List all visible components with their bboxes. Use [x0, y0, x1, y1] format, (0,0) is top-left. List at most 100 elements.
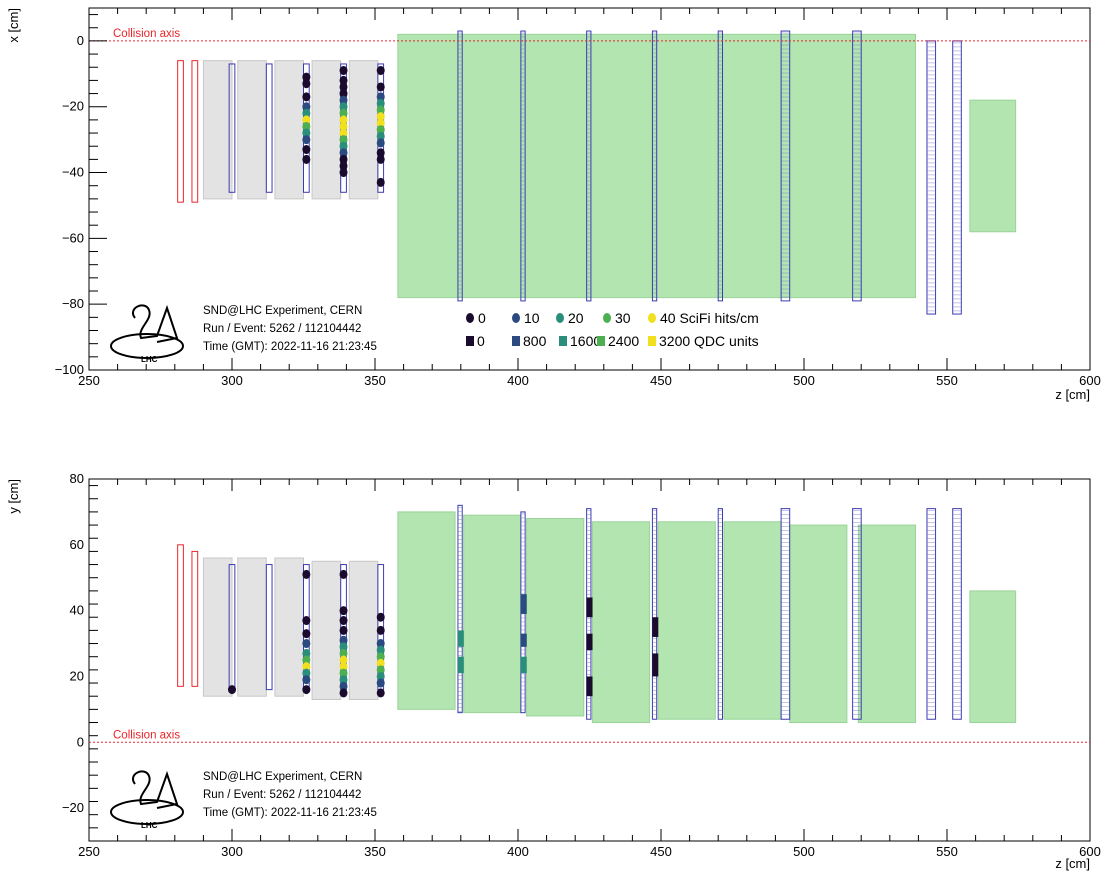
detector-us: [724, 522, 781, 719]
y-axis-title: y [cm]: [6, 479, 21, 514]
y-tick-label: 80: [70, 471, 84, 486]
scifi-hit: [302, 145, 310, 154]
x-tick-label: 450: [650, 844, 672, 859]
qdc-bar: [521, 634, 527, 647]
y-tick-label: −100: [55, 362, 84, 377]
yz-view-panel: Collision axis250 300 350 400 450 500 550 600−2…: [6, 471, 1101, 871]
scifi-hit: [340, 606, 348, 615]
scifi-hit: [302, 155, 310, 164]
qdc-bar: [587, 634, 593, 650]
logo-text: LHC: [141, 355, 158, 364]
x-tick-label: 500: [793, 373, 815, 388]
logo-text: LHC: [141, 821, 158, 830]
x-tick-label: 300: [221, 844, 243, 859]
event-info-line: Run / Event: 5262 / 112104442: [203, 323, 361, 335]
x-tick-label: 350: [364, 373, 386, 388]
qdc-bar: [587, 597, 593, 617]
x-axis-title: z [cm]: [1055, 856, 1090, 871]
detector-wall: [275, 558, 304, 696]
scifi-hit: [377, 178, 385, 187]
detector-wall: [238, 61, 267, 199]
y-tick-label: 0: [77, 734, 84, 749]
x-tick-label: 600: [1079, 373, 1101, 388]
legend-qdc-label: 2400: [608, 333, 639, 349]
scifi-hit: [377, 688, 385, 697]
detector-us: [527, 518, 584, 715]
scifi-hit: [302, 92, 310, 101]
scifi-hit: [302, 79, 310, 88]
x-tick-label: 350: [364, 844, 386, 859]
detector-us: [398, 512, 455, 709]
legend-qdc-label: 3200 QDC units: [659, 333, 759, 349]
detector-wall: [203, 61, 232, 199]
x-tick-label: 400: [507, 844, 529, 859]
event-info-line: SND@LHC Experiment, CERN: [203, 771, 362, 783]
qdc-bar: [652, 617, 658, 637]
y-axis-title: x [cm]: [6, 8, 21, 43]
legend-qdc-label: 800: [523, 333, 547, 349]
scifi-hit: [377, 138, 385, 147]
scifi-hit: [340, 688, 348, 697]
scifi-hit: [302, 629, 310, 638]
qdc-bar: [521, 594, 527, 614]
scifi-hit: [377, 626, 385, 635]
detector-ds-abs: [970, 591, 1016, 723]
detector-wall: [312, 561, 341, 699]
legend-qdc-label: 1600: [570, 333, 601, 349]
detector-us: [790, 525, 847, 722]
scifi-hit: [302, 685, 310, 694]
qdc-bar: [458, 630, 464, 646]
legend-scifi-label: 40 SciFi hits/cm: [660, 310, 759, 326]
detector-wall: [275, 61, 304, 199]
legend-scifi-marker: [603, 313, 611, 323]
scifi-hit: [340, 168, 348, 177]
collision-axis-label: Collision axis: [113, 28, 180, 40]
legend-scifi-marker: [512, 313, 520, 323]
event-info-line: Time (GMT): 2022-11-16 21:23:45: [203, 341, 377, 353]
detector-wall: [238, 558, 267, 696]
qdc-bar: [652, 653, 658, 676]
event-info-line: Run / Event: 5262 / 112104442: [203, 789, 361, 801]
legend-scifi-label: 0: [478, 310, 486, 326]
qdc-bar: [458, 657, 464, 673]
scifi-hit: [302, 135, 310, 144]
event-info-line: Time (GMT): 2022-11-16 21:23:45: [203, 807, 377, 819]
x-tick-label: 500: [793, 844, 815, 859]
y-tick-label: −80: [62, 296, 84, 311]
detector-us: [592, 522, 649, 723]
scifi-hit: [340, 626, 348, 635]
detector-ds-abs: [970, 100, 1016, 232]
x-tick-label: 300: [221, 373, 243, 388]
detector-us: [858, 525, 915, 722]
scifi-hit: [302, 639, 310, 648]
legend-qdc-label: 0: [477, 333, 485, 349]
scifi-hit: [340, 570, 348, 579]
y-tick-label: −40: [62, 165, 84, 180]
legend-scifi-label: 30: [615, 310, 631, 326]
y-tick-label: −20: [62, 99, 84, 114]
legend-qdc-marker: [597, 336, 605, 346]
detector-wall: [312, 61, 341, 199]
scifi-hit: [302, 570, 310, 579]
legend-scifi-label: 10: [524, 310, 540, 326]
scifi-hit: [377, 679, 385, 688]
legend-qdc-marker: [559, 336, 567, 346]
scifi-hit: [377, 66, 385, 75]
legend-scifi-marker: [648, 313, 656, 323]
x-tick-label: 550: [936, 373, 958, 388]
detector-us: [464, 515, 521, 712]
y-tick-label: 0: [77, 33, 84, 48]
qdc-bar: [521, 657, 527, 673]
detector-us: [658, 522, 715, 719]
scifi-hit: [228, 685, 236, 694]
scifi-hit: [377, 613, 385, 622]
legend-scifi-marker: [466, 313, 474, 323]
y-tick-label: 20: [70, 668, 84, 683]
scifi-hit: [340, 66, 348, 75]
scifi-hit: [340, 616, 348, 625]
legend-scifi-marker: [556, 313, 564, 323]
event-info-line: SND@LHC Experiment, CERN: [203, 305, 362, 317]
legend-qdc-marker: [466, 336, 474, 346]
